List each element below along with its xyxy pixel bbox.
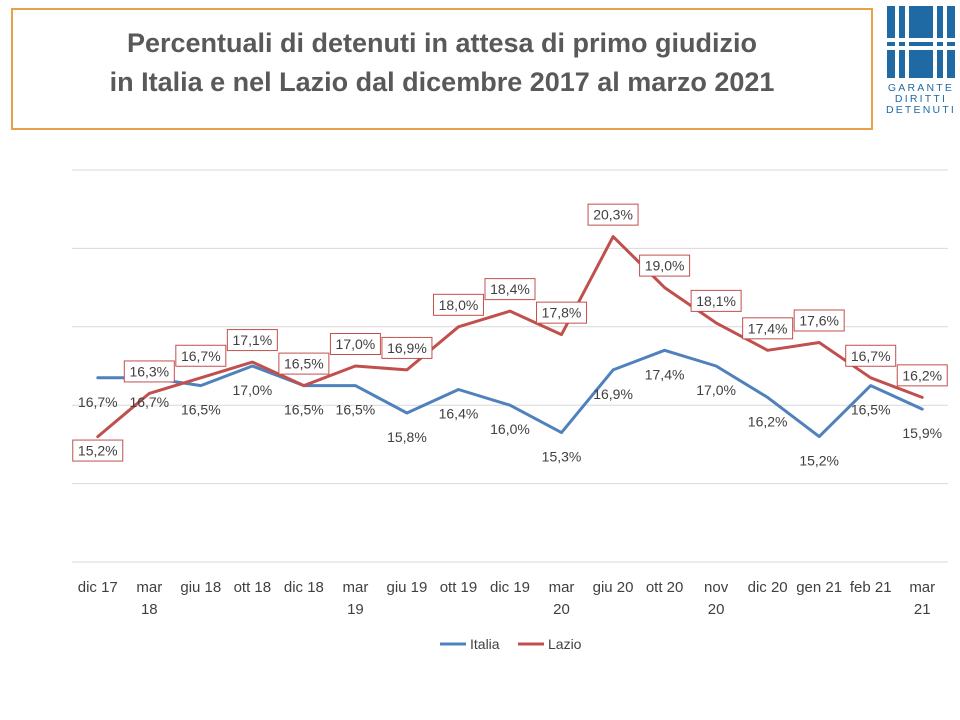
data-label-lazio: 16,3% [129,363,169,379]
data-label-lazio: 17,0% [336,336,376,352]
x-tick-label: dic 18 [284,579,324,596]
x-tick-label: mar 19 [342,579,368,618]
x-tick-label: nov 20 [704,579,729,618]
logo-line-3: DETENUTI [885,104,957,116]
garante-logo: GARANTE DIRITTI DETENUTI [883,4,959,116]
data-label-italia: 16,0% [490,421,530,437]
chart-title: Percentuali di detenuti in attesa di pri… [110,24,775,114]
data-label-italia: 16,4% [439,406,479,422]
data-label-italia: 16,9% [593,386,633,402]
data-label-italia: 16,2% [748,413,788,429]
data-label-lazio: 17,6% [799,312,839,328]
data-label-lazio: 16,7% [181,348,221,364]
x-tick-label: mar 20 [549,579,575,618]
data-label-lazio: 19,0% [645,258,685,274]
data-label-box-lazio [72,439,124,462]
series-lines [96,235,924,439]
data-label-box-lazio [845,344,897,367]
data-label-italia: 15,9% [902,425,942,441]
data-label-box-lazio [329,333,381,355]
data-label-box-lazio [278,352,330,375]
data-label-italia: 16,7% [78,394,118,410]
data-label-lazio: 17,4% [748,320,788,336]
x-tick-label: ott 19 [440,579,478,596]
data-label-italia: 17,0% [233,382,273,398]
x-tick-label: ott 18 [234,579,272,596]
data-label-box-lazio [793,309,845,332]
x-axis-labels: dic 17 mar 18 giu 18 ott 18 dic 18 mar 19 giu 19… [78,579,935,618]
x-tick-label: dic 20 [748,579,788,596]
data-label-lazio: 16,5% [284,356,324,372]
data-label-box-lazio [742,317,794,340]
line-chart: 16,7% 16,7% 16,5% 17,0% 16,5% 16,5% 15,8% 16,4%… [72,169,948,652]
data-label-italia: 17,4% [645,366,685,382]
legend-label-lazio: Lazio [548,636,582,652]
data-label-box-lazio [536,301,588,324]
legend: Italia Lazio [440,636,582,652]
data-label-box-lazio [896,364,948,387]
x-tick-label: dic 19 [490,579,530,596]
data-label-box-lazio [484,278,536,301]
x-tick-label: giu 18 [180,579,221,596]
data-label-lazio: 20,3% [593,207,633,223]
x-tick-label: giu 19 [387,579,428,596]
data-label-italia: 17,0% [696,382,736,398]
data-label-lazio: 18,4% [490,281,530,297]
data-labels: 16,7% 16,7% 16,5% 17,0% 16,5% 16,5% 15,8% 16,4%… [72,203,948,469]
title-box: Percentuali di detenuti in attesa di pri… [11,8,873,130]
data-label-lazio: 16,9% [387,340,427,356]
data-label-box-lazio [175,344,227,367]
data-label-italia: 15,2% [799,453,839,469]
data-label-lazio: 16,7% [851,348,891,364]
logo-line-2: DIRITTI [894,93,948,105]
x-tick-label: gen 21 [796,579,842,596]
data-label-italia: 16,5% [284,402,324,418]
legend-label-italia: Italia [470,636,500,652]
data-label-italia: 16,7% [129,394,169,410]
data-label-box-lazio [690,289,742,312]
x-tick-label: giu 20 [593,579,634,596]
data-label-italia: 16,5% [851,402,891,418]
data-label-italia: 15,8% [387,429,427,445]
x-tick-label: mar 18 [136,579,162,618]
data-label-box-lazio [432,293,484,316]
data-label-lazio: 17,8% [542,305,582,321]
data-label-lazio: 16,2% [902,367,942,383]
x-tick-label: ott 20 [646,579,684,596]
data-label-box-lazio [639,254,691,277]
title-line-1: Percentuali di detenuti in attesa di pri… [126,28,758,58]
data-label-italia: 15,3% [542,449,582,465]
data-label-box-lazio [381,336,433,359]
data-label-lazio: 17,1% [233,332,273,348]
data-label-box-lazio [123,360,175,383]
x-tick-label: feb 21 [850,579,892,596]
logo-line-1: GARANTE [887,82,955,94]
x-tick-label: dic 17 [78,579,118,596]
data-label-lazio: 18,0% [439,297,479,313]
data-label-lazio: 15,2% [78,443,118,459]
garante-logo-icon [887,6,955,78]
data-label-italia: 16,5% [336,402,376,418]
data-label-lazio: 18,1% [696,293,736,309]
x-tick-label: mar 21 [909,579,935,618]
data-label-box-lazio [587,203,639,226]
title-line-2: in Italia e nel Lazio dal dicembre 2017 … [109,67,775,97]
data-label-box-lazio [226,329,278,352]
data-label-italia: 16,5% [181,402,221,418]
